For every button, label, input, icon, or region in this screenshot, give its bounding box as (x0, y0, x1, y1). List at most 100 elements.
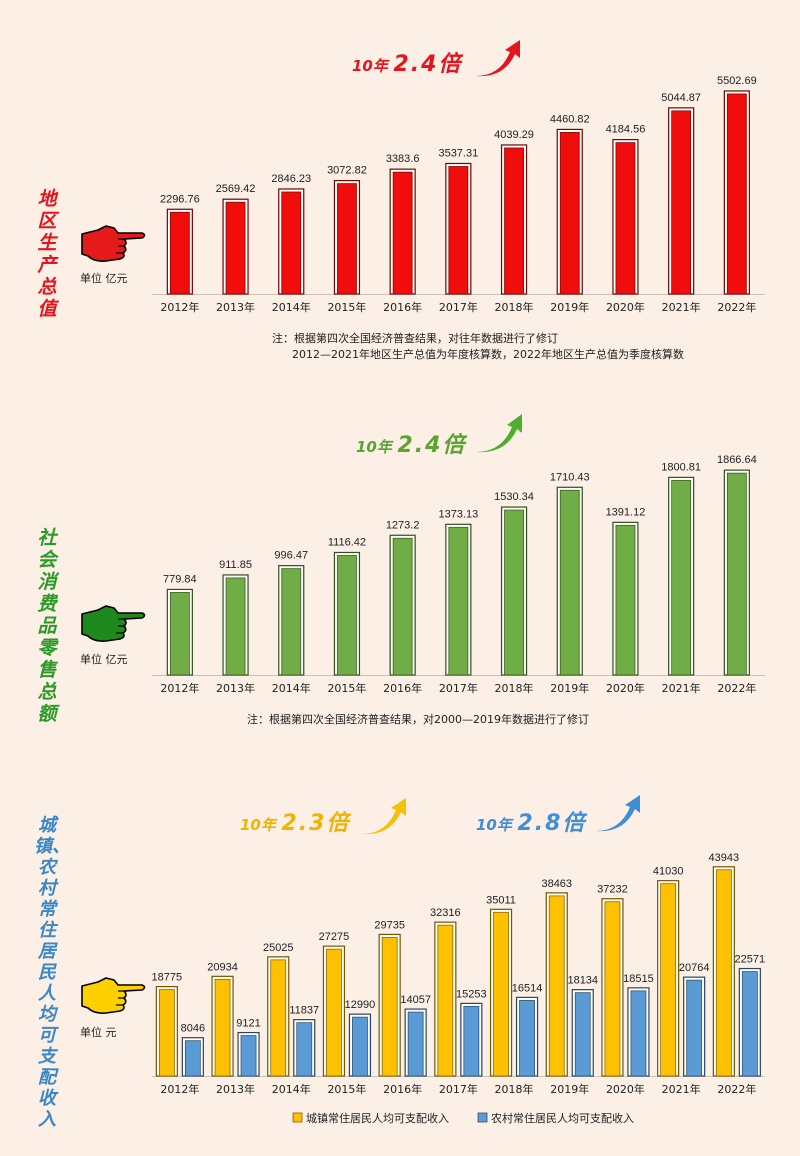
income-title: 城镇、农村常住居民人均可支配收入 (34, 815, 70, 1130)
x-tick-label: 2012年 (160, 300, 199, 314)
data-label: 3383.6 (386, 153, 420, 165)
x-tick-label: 2013年 (216, 681, 255, 695)
up-arrow-icon (476, 40, 520, 77)
up-arrow-icon (362, 798, 406, 835)
retail-headline-years: 10年 (356, 438, 392, 456)
bar-fill (726, 472, 747, 676)
x-tick-label: 2012年 (160, 1082, 199, 1096)
retail-headline: 10年 2.4倍 (356, 427, 466, 459)
x-tick-label: 2022年 (717, 681, 756, 695)
x-tick-label: 2020年 (606, 1082, 645, 1096)
data-label: 1273.2 (386, 519, 420, 531)
data-label: 2296.76 (160, 193, 200, 205)
bar-fill (392, 537, 413, 676)
rural-headline-ratio: 2.8倍 (517, 811, 587, 836)
data-label: 16514 (512, 982, 543, 994)
gdp-unit-label: 单位 亿元 (80, 272, 128, 285)
x-tick-label: 2018年 (495, 300, 534, 314)
bar-urban-fill (381, 937, 398, 1077)
data-label: 37232 (597, 884, 628, 896)
bar-urban-fill (604, 901, 621, 1077)
data-label: 32316 (430, 907, 461, 919)
x-tick-label: 2019年 (550, 1082, 589, 1096)
x-tick-label: 2018年 (495, 681, 534, 695)
data-label: 29735 (374, 919, 405, 931)
bar-fill (615, 524, 636, 676)
x-tick-label: 2014年 (272, 681, 311, 695)
bar-rural-fill (352, 1016, 368, 1077)
data-label: 14057 (400, 994, 431, 1006)
legend-label: 城镇常住居民人均可支配收入 (306, 1111, 449, 1125)
bar-fill (281, 191, 302, 295)
data-label: 8046 (181, 1023, 205, 1035)
x-tick-label: 2014年 (272, 1082, 311, 1096)
data-label: 11837 (289, 1005, 319, 1017)
bar-fill (337, 183, 357, 295)
bar-fill (225, 577, 246, 676)
pointing-hand-icon (81, 225, 146, 262)
x-tick-label: 2013年 (216, 1082, 255, 1096)
x-tick-label: 2019年 (550, 681, 589, 695)
bar-fill (169, 211, 190, 295)
data-label: 20934 (207, 961, 238, 973)
x-tick-label: 2012年 (160, 681, 199, 695)
data-label: 779.84 (163, 573, 197, 585)
x-tick-label: 2015年 (327, 300, 366, 314)
x-tick-label: 2021年 (662, 1082, 701, 1096)
data-label: 1800.81 (661, 461, 701, 473)
x-tick-label: 2013年 (216, 300, 255, 314)
bar-urban-fill (493, 911, 509, 1077)
x-tick-label: 2014年 (272, 300, 311, 314)
data-label: 1391.12 (606, 506, 646, 518)
data-label: 18775 (152, 972, 183, 984)
x-tick-label: 2021年 (662, 300, 701, 314)
bar-rural-fill (463, 1005, 480, 1077)
bar-urban-fill (214, 978, 231, 1077)
data-label: 43943 (709, 852, 740, 864)
gdp-headline-ratio: 2.4倍 (393, 52, 463, 77)
bar-fill (559, 489, 580, 676)
bar-rural-fill (741, 971, 758, 1077)
bar-fill (504, 147, 524, 295)
retail-unit-label: 单位 亿元 (80, 653, 128, 666)
bar-urban-fill (715, 869, 732, 1077)
data-label: 5044.87 (661, 92, 701, 104)
x-tick-label: 2016年 (383, 1082, 422, 1096)
data-label: 9121 (236, 1018, 260, 1030)
urban-headline-years: 10年 (240, 816, 276, 834)
data-label: 3072.82 (327, 165, 367, 177)
up-arrow-icon (596, 795, 640, 832)
rural-headline-years: 10年 (476, 816, 512, 834)
x-tick-label: 2017年 (439, 681, 478, 695)
pointing-hand-icon (81, 605, 146, 642)
data-label: 35011 (486, 894, 516, 906)
bar-urban-fill (437, 924, 454, 1077)
bar-fill (448, 526, 469, 676)
pointing-hand-icon (81, 977, 146, 1014)
data-label: 18134 (567, 975, 598, 987)
data-label: 12990 (345, 999, 376, 1011)
data-label: 5502.69 (717, 75, 757, 87)
bar-urban-fill (270, 959, 287, 1077)
data-label: 3537.31 (438, 147, 478, 159)
x-tick-label: 2017年 (439, 300, 478, 314)
bar-fill (281, 568, 302, 676)
bar-fill (448, 166, 469, 295)
x-tick-label: 2021年 (662, 681, 701, 695)
x-tick-label: 2020年 (606, 681, 645, 695)
retail-headline-ratio: 2.4倍 (397, 433, 467, 458)
data-label: 2846.23 (271, 173, 311, 185)
bar-fill (671, 479, 692, 676)
x-tick-label: 2018年 (495, 1082, 534, 1096)
data-label: 20764 (679, 962, 710, 974)
x-tick-label: 2022年 (717, 300, 756, 314)
data-label: 4184.56 (606, 124, 646, 136)
bar-urban-fill (548, 895, 565, 1077)
urban-income-headline: 10年 2.3倍 (240, 805, 350, 837)
data-label: 41030 (653, 866, 684, 878)
data-label: 911.85 (219, 559, 252, 571)
bar-rural-fill (519, 999, 535, 1077)
bar-rural-fill (686, 979, 703, 1077)
bar-rural-fill (296, 1022, 313, 1077)
